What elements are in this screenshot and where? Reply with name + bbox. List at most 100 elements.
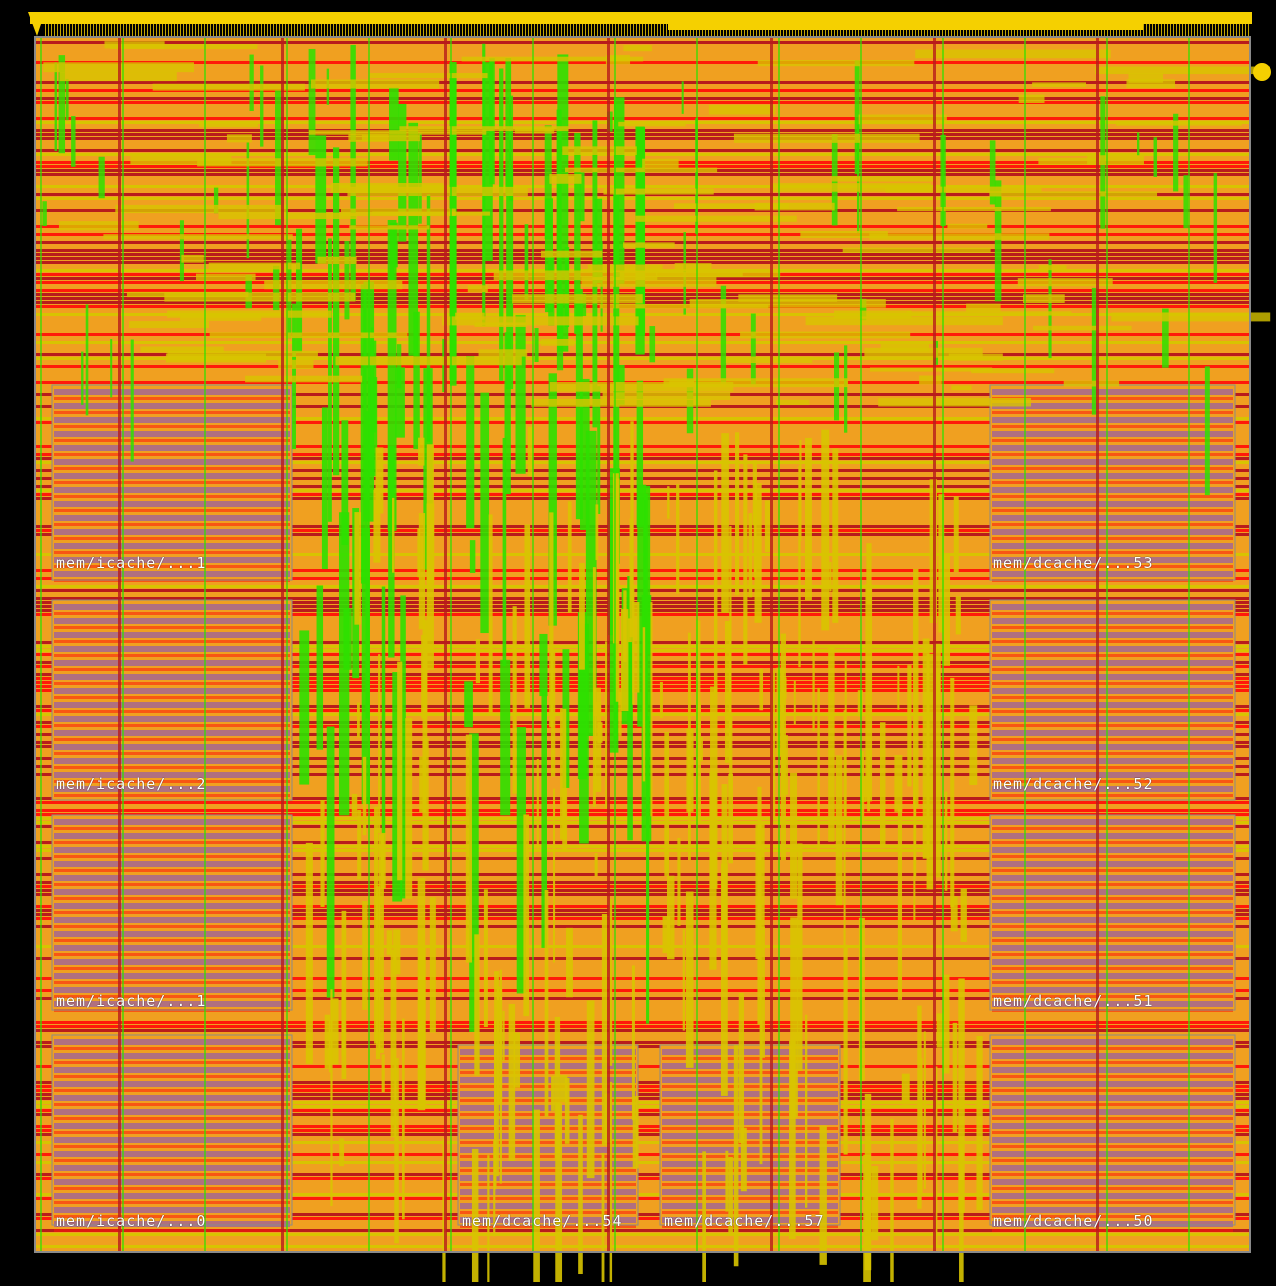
green-route [482,43,486,326]
green-route [321,407,328,570]
macro-rail [992,953,1233,956]
pad-pin [54,24,55,36]
macro-rail [662,1057,838,1060]
green-route [469,540,476,573]
pad-pin [222,24,223,36]
pad-pin [948,24,949,36]
yellow-route [843,944,848,1155]
pad-pin [330,24,331,36]
yellow-route [721,784,728,964]
green-route [482,62,493,261]
macro-row [54,501,290,507]
yellow-route [1128,73,1164,83]
green-route [389,87,399,161]
metal-rail [35,873,1250,876]
pad-pin [351,24,352,36]
macro-rail [54,939,290,942]
yellow-route [527,426,534,477]
macro-row [992,604,1233,610]
pad-pin [1116,24,1117,36]
pad-pin [57,24,58,36]
yellow-route [913,568,919,808]
pad-pin [1002,24,1003,36]
macro-row [992,515,1233,521]
macro-row [992,875,1233,881]
macro-row [992,959,1233,965]
macro-row [54,833,290,839]
yellow-route [1038,157,1101,165]
pad-pin [789,24,790,36]
pad-pin [738,24,739,36]
macro-label-right-3: mem/dcache/...51 [993,992,1154,1010]
macro-row [54,389,290,395]
green-route [245,274,252,309]
macro-row [460,1147,636,1153]
macro-rail [992,453,1233,456]
macro-rail [992,612,1233,615]
macro-row [992,819,1233,825]
pad-pin [420,24,421,36]
macro-rail [54,397,290,400]
macro-row [662,1049,838,1055]
yellow-route [989,191,1158,197]
pad-pin [276,24,277,36]
macro-block [52,600,292,800]
pad-pin [123,24,124,36]
yellow-route [362,756,367,836]
macro-rail [54,794,290,797]
yellow-route [666,875,675,960]
macro-rail [992,425,1233,428]
yellow-route [759,668,764,711]
yellow-route [1023,294,1065,304]
pad-pin [591,24,592,36]
yellow-route [955,596,961,635]
macro-row [992,917,1233,923]
macro-rail [992,1103,1233,1106]
pad-pin [792,24,793,36]
pad-pin [1155,24,1156,36]
macro-rail [54,1131,290,1134]
yellow-route [950,677,955,908]
macro-row [54,1137,290,1143]
green-route [580,378,590,531]
metal-rail [35,913,1250,916]
pad-pin [954,24,955,36]
macro-rail [992,897,1233,900]
pad-pin [288,24,289,36]
pad-pin [1137,24,1138,36]
pad-pin [1044,24,1045,36]
green-route [315,135,327,264]
pad-pin [1038,24,1039,36]
yellow-route [897,807,903,1000]
metal-rail [35,1141,1250,1144]
yellow-route [578,1114,583,1275]
pad-pin [309,24,310,36]
pad-pin [522,24,523,36]
green-route [326,726,335,998]
macro-blocks [51,384,1236,1232]
macro-rail [54,724,290,727]
macro-row [992,501,1233,507]
macro-label-right-2: mem/dcache/...52 [993,775,1154,793]
yellow-route [595,504,599,561]
macro-row [460,1203,636,1209]
macro-row [992,431,1233,437]
pad-pin [459,24,460,36]
green-route [130,339,134,462]
pad-pin [669,24,670,36]
pad-pin [462,24,463,36]
pad-pin [906,24,907,36]
macro-label-left-4: mem/icache/...0 [56,1212,207,1230]
macro-row [992,945,1233,951]
pad-pin [192,24,193,36]
pad-pin [1170,24,1171,36]
yellow-route [474,322,527,327]
pad-pin [879,24,880,36]
macro-row [54,819,290,825]
pad-pin [981,24,982,36]
yellow-route [417,528,421,578]
yellow-route [759,1019,763,1165]
pad-pin [240,24,241,36]
